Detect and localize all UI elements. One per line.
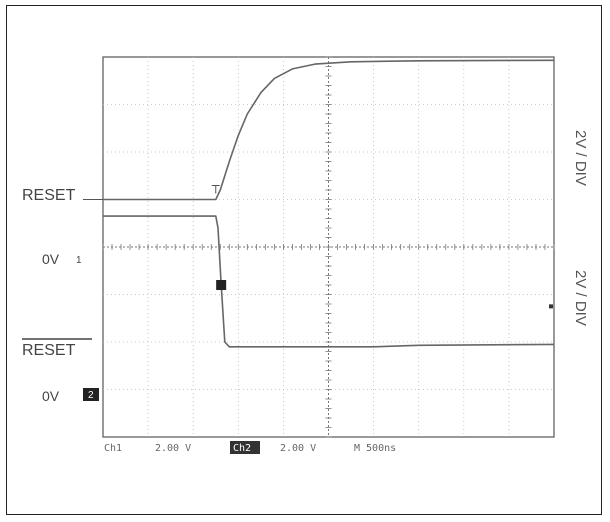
channel-1-ground-marker: 1 [76,255,82,266]
channel-2-zero-label: 0V [42,388,60,404]
chart-frame [6,5,602,515]
channel-2-label: RESET [22,342,76,359]
status-ch2-value: 2.00 V [280,443,316,454]
channel-2-ground-box [83,388,99,401]
status-ch1-label: Ch1 [104,443,122,454]
channel-2-scale-label: 2V / DIV [572,270,589,326]
channel-1-zero-label: 0V [42,251,60,267]
trigger-level-marker [549,304,553,309]
traces [83,59,555,348]
channel-2-ground-marker: 2 [88,390,94,401]
status-ch2-label: Ch2 [233,443,251,454]
channel-1-label: RESET [22,187,76,204]
channel-1-scale-label: 2V / DIV [572,130,589,186]
status-ch1-value: 2.00 V [155,443,191,454]
series-1-trace [103,59,555,201]
status-timebase: M 500ns [354,443,396,454]
trigger-marker [216,280,227,290]
status-ch2-box [230,441,260,454]
series-2-trace [103,215,555,348]
grid [102,56,555,438]
